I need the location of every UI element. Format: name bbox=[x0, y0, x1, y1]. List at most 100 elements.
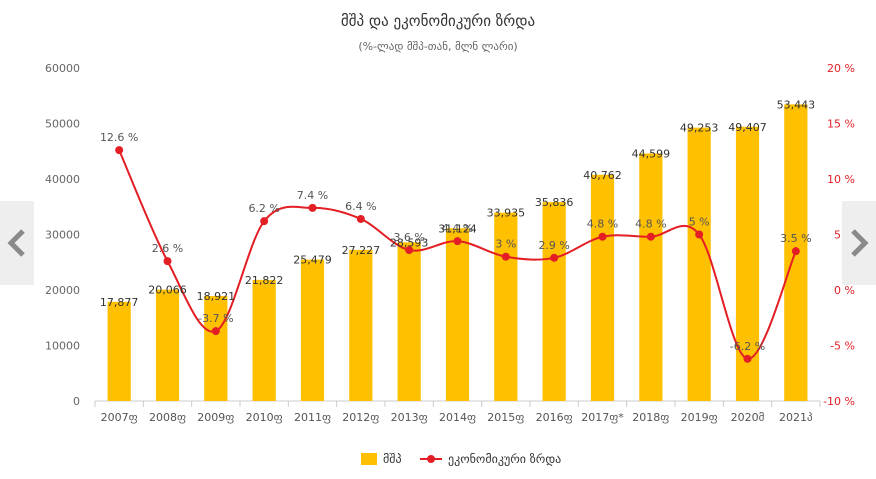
bar bbox=[542, 202, 566, 401]
y-right-tick-label: 20 % bbox=[827, 62, 855, 75]
x-tick-label: 2015ფ bbox=[487, 411, 524, 424]
bar bbox=[687, 127, 711, 402]
y-left-tick-label: 0 bbox=[73, 395, 80, 408]
bar-data-label: 35,836 bbox=[535, 196, 574, 209]
growth-point bbox=[695, 230, 704, 239]
bar bbox=[300, 259, 325, 401]
bar-data-label: 44,599 bbox=[632, 147, 671, 160]
bar bbox=[349, 249, 373, 401]
x-tick-label: 2017ფ* bbox=[581, 411, 624, 424]
bar bbox=[107, 301, 131, 401]
bar bbox=[397, 242, 421, 401]
bar-data-label: 53,443 bbox=[777, 98, 816, 111]
y-left-tick-label: 50000 bbox=[45, 118, 80, 131]
y-right-tick-label: -10 % bbox=[823, 395, 855, 408]
bar-data-label: 28,593 bbox=[390, 236, 429, 249]
growth-data-label: 3.5 % bbox=[780, 232, 811, 245]
growth-point bbox=[163, 257, 172, 266]
growth-data-label: 5 % bbox=[689, 216, 710, 229]
growth-point bbox=[743, 354, 752, 363]
bar-data-label: 20,066 bbox=[148, 284, 187, 297]
plot-area: 0 10000 20000 30000 40000 50000 60000 -10 % -5 %… bbox=[45, 62, 855, 424]
y-right-tick-label: 10 % bbox=[827, 173, 855, 186]
x-tick-label: 2014ფ bbox=[439, 411, 476, 424]
growth-point bbox=[308, 203, 317, 212]
x-tick-label: 2010ფ bbox=[246, 411, 283, 424]
y-left-tick-label: 60000 bbox=[45, 62, 80, 75]
chart-subtitle: (%-ლად მშპ-თან, მლნ ლარი) bbox=[358, 40, 517, 53]
bar-data-label: 27,227 bbox=[342, 244, 381, 257]
bar bbox=[639, 153, 663, 401]
growth-point bbox=[356, 214, 365, 223]
bar bbox=[735, 126, 760, 402]
growth-data-label: 3.6 % bbox=[393, 231, 424, 244]
bar-data-label: 49,253 bbox=[680, 122, 719, 135]
y-right-tick-label: 15 % bbox=[827, 118, 855, 131]
x-tick-label: 2011ფ bbox=[294, 411, 331, 424]
growth-point bbox=[598, 232, 607, 241]
growth-data-label: 7.4 % bbox=[297, 189, 328, 202]
growth-data-label: -6.2 % bbox=[730, 340, 765, 353]
legend-label-bar: მშპ bbox=[383, 452, 402, 466]
growth-point bbox=[453, 237, 462, 246]
x-tick-label: 2007ფ bbox=[101, 411, 138, 424]
x-tick-label: 2020მ bbox=[731, 411, 765, 424]
bar-data-label: 17,877 bbox=[100, 296, 139, 309]
x-tick-label: 2016ფ bbox=[536, 411, 573, 424]
bar-data-label: 18,921 bbox=[197, 290, 236, 303]
growth-data-label: 6.2 % bbox=[248, 202, 279, 215]
x-tick-label: 2013ფ bbox=[391, 411, 428, 424]
growth-data-label: 4.8 % bbox=[635, 218, 666, 231]
bar-data-label: 49,407 bbox=[728, 121, 767, 134]
x-tick-label: 2012ფ bbox=[342, 411, 379, 424]
growth-point bbox=[550, 253, 559, 262]
bar-data-label: 21,822 bbox=[245, 274, 284, 287]
bar-data-label: 31,124 bbox=[438, 222, 477, 235]
legend-swatch-bar bbox=[361, 453, 377, 465]
x-tick-label: 2018ფ bbox=[632, 411, 669, 424]
growth-data-label: 2.6 % bbox=[152, 242, 183, 255]
bar bbox=[155, 289, 180, 401]
chart-title: მშპ და ეკონომიკური ზრდა bbox=[341, 12, 535, 30]
y-right-tick-label: -5 % bbox=[830, 340, 855, 353]
growth-data-label: 3 % bbox=[495, 238, 516, 251]
x-tick-label: 2021პ bbox=[779, 411, 813, 424]
bar bbox=[204, 295, 228, 401]
legend-swatch-marker bbox=[427, 455, 435, 463]
bar-data-label: 33,935 bbox=[487, 207, 526, 220]
growth-point bbox=[260, 217, 269, 226]
bar bbox=[445, 228, 470, 401]
growth-point bbox=[405, 246, 414, 255]
growth-data-label: 6.4 % bbox=[345, 200, 376, 213]
growth-point bbox=[211, 327, 220, 336]
legend-label-line: ეკონომიკური ზრდა bbox=[448, 452, 561, 466]
growth-point bbox=[791, 247, 800, 256]
bar-data-label: 40,762 bbox=[583, 169, 622, 182]
next-slide-button[interactable] bbox=[842, 201, 876, 285]
bar bbox=[252, 279, 276, 401]
bar bbox=[590, 174, 615, 401]
growth-data-label: 4.8 % bbox=[587, 218, 618, 231]
chevron-right-icon bbox=[851, 229, 869, 257]
growth-data-label: 4.4 % bbox=[442, 222, 473, 235]
growth-data-label: 12.6 % bbox=[100, 131, 138, 144]
growth-point bbox=[501, 252, 510, 261]
chevron-left-icon bbox=[7, 229, 25, 257]
y-left-tick-label: 40000 bbox=[45, 173, 80, 186]
y-right-tick-label: 0 % bbox=[834, 284, 855, 297]
y-left-tick-label: 20000 bbox=[45, 284, 80, 297]
y-left-tick-label: 30000 bbox=[45, 229, 80, 242]
x-tick-label: 2009ფ bbox=[197, 411, 234, 424]
growth-point bbox=[646, 232, 655, 241]
bar bbox=[494, 212, 518, 401]
y-left-tick-label: 10000 bbox=[45, 340, 80, 353]
x-tick-label: 2008ფ bbox=[149, 411, 186, 424]
prev-slide-button[interactable] bbox=[0, 201, 34, 285]
growth-data-label: -3.7 % bbox=[198, 312, 233, 325]
legend: მშპ ეკონომიკური ზრდა bbox=[361, 452, 561, 466]
growth-data-label: 2.9 % bbox=[538, 239, 569, 252]
growth-point bbox=[115, 146, 124, 155]
bar-data-label: 25,479 bbox=[293, 254, 332, 267]
